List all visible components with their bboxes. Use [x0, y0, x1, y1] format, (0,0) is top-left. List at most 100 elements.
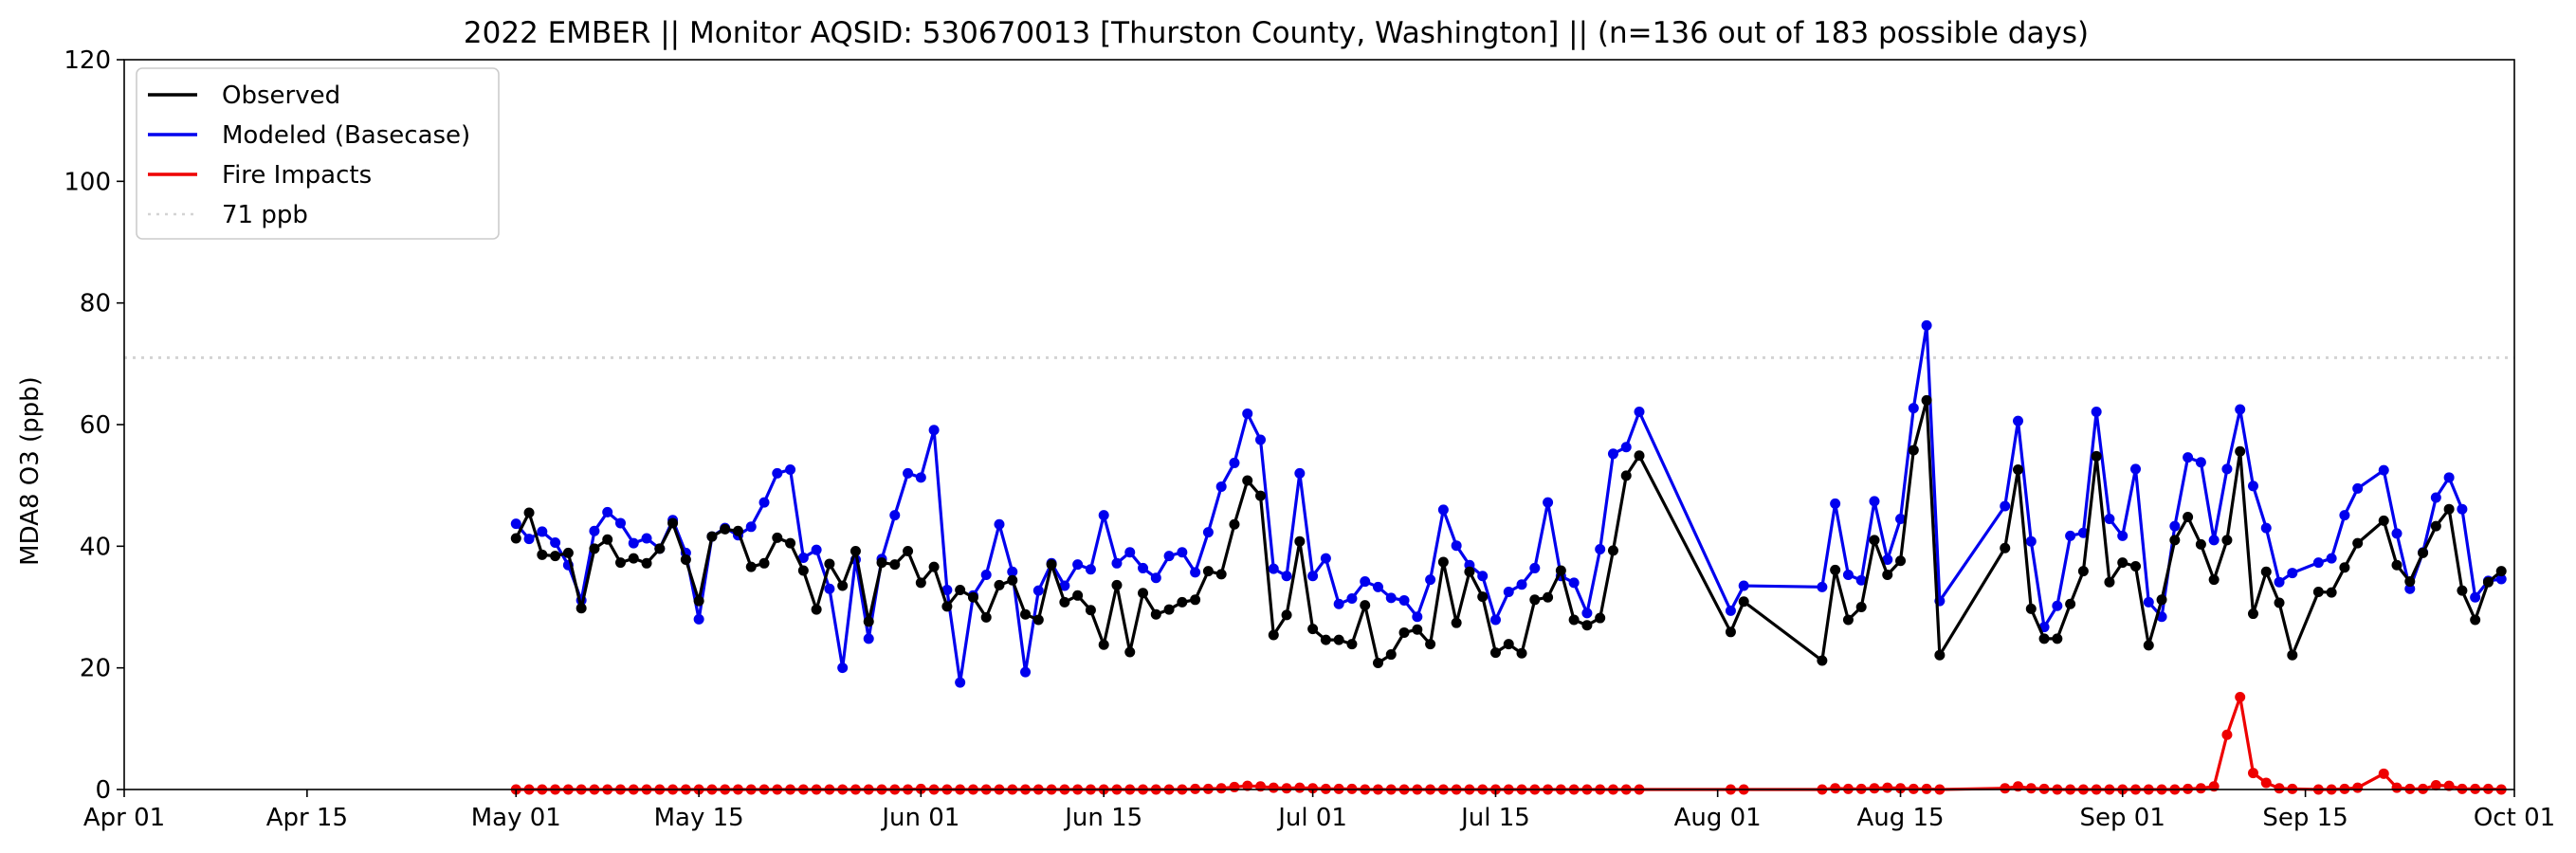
- data-point: [1895, 513, 1907, 524]
- series-line: [514, 398, 2503, 665]
- data-point: [1177, 596, 1188, 608]
- y-tick-label: 100: [64, 168, 111, 196]
- legend-label: Modeled (Basecase): [222, 121, 470, 150]
- data-point: [915, 472, 926, 483]
- data-point: [2195, 538, 2206, 550]
- data-point: [1529, 594, 1541, 606]
- data-point: [1620, 442, 1632, 453]
- data-point: [1908, 403, 1919, 414]
- data-point: [2247, 608, 2258, 620]
- data-point: [1855, 574, 1867, 586]
- data-point: [1085, 605, 1096, 616]
- data-point: [1634, 450, 1645, 462]
- data-point: [1555, 565, 1566, 576]
- data-point: [2000, 783, 2011, 794]
- data-point: [1398, 626, 1410, 638]
- data-point: [1177, 547, 1188, 558]
- data-point: [2025, 783, 2037, 794]
- data-point: [2391, 528, 2402, 539]
- data-point: [2130, 463, 2141, 475]
- legend-label: Observed: [222, 82, 340, 110]
- data-point: [1085, 564, 1096, 575]
- data-point: [980, 569, 992, 580]
- data-point: [1072, 559, 1084, 571]
- legend-label: Fire Impacts: [222, 161, 372, 190]
- data-point: [889, 559, 901, 571]
- data-point: [1046, 559, 1057, 571]
- data-point: [2418, 547, 2429, 558]
- data-point: [2195, 457, 2206, 468]
- data-point: [1333, 598, 1344, 609]
- data-point: [837, 580, 849, 591]
- legend: Observed Modeled (Basecase) Fire Impacts 71…: [136, 67, 500, 240]
- data-point: [1921, 394, 1932, 406]
- data-point: [2404, 583, 2416, 594]
- x-tick-label: Aug 01: [1674, 804, 1762, 832]
- data-point: [550, 536, 561, 548]
- data-point: [1882, 554, 1893, 565]
- data-point: [1725, 605, 1736, 616]
- data-point: [1830, 498, 1841, 509]
- data-point: [2091, 450, 2102, 462]
- data-point: [2000, 542, 2011, 554]
- data-point: [1425, 574, 1436, 586]
- data-point: [797, 553, 809, 564]
- data-point: [811, 604, 822, 615]
- data-point: [824, 583, 835, 594]
- data-point: [2104, 576, 2115, 588]
- data-point: [1425, 639, 1436, 650]
- data-point: [1842, 614, 1854, 626]
- data-point: [2183, 452, 2194, 463]
- y-tick-label: 20: [80, 655, 111, 683]
- data-point: [654, 543, 666, 554]
- y-axis-title: MDA8 O3 (ppb): [16, 376, 45, 566]
- data-point: [1738, 580, 1749, 591]
- data-point: [1281, 783, 1292, 794]
- data-point: [2065, 530, 2076, 541]
- series-line: [515, 323, 2502, 684]
- data-point: [2221, 463, 2233, 475]
- data-point: [955, 585, 966, 596]
- data-point: [1268, 563, 1279, 574]
- data-point: [2391, 559, 2402, 571]
- data-point: [2235, 691, 2246, 702]
- data-point: [1437, 504, 1449, 516]
- data-point: [2000, 500, 2011, 512]
- data-point: [1503, 639, 1514, 650]
- data-point: [2443, 503, 2455, 515]
- data-point: [575, 603, 587, 614]
- data-point: [2156, 594, 2167, 606]
- data-point: [928, 425, 940, 436]
- x-tick-label: Jul 15: [1459, 804, 1530, 832]
- data-point: [2183, 512, 2194, 523]
- data-point: [1516, 579, 1527, 590]
- data-point: [720, 523, 731, 535]
- data-point: [1124, 646, 1136, 658]
- data-point: [1543, 591, 1554, 603]
- y-tick-label: 80: [80, 290, 111, 318]
- data-point: [1372, 658, 1383, 669]
- data-point: [1255, 490, 1267, 501]
- data-point: [1098, 510, 1109, 521]
- data-point: [1489, 647, 1501, 659]
- data-point: [980, 611, 992, 623]
- data-point: [602, 506, 613, 517]
- data-point: [1346, 639, 1358, 650]
- data-point: [510, 533, 521, 544]
- data-point: [1385, 592, 1397, 604]
- data-point: [706, 531, 718, 542]
- data-point: [1294, 535, 1306, 547]
- data-point: [1138, 588, 1149, 599]
- data-point: [1072, 590, 1084, 601]
- data-point: [1895, 783, 1907, 794]
- data-point: [1398, 594, 1410, 606]
- data-point: [602, 534, 613, 545]
- data-point: [889, 510, 901, 521]
- data-point: [2169, 535, 2181, 546]
- data-point: [2339, 562, 2350, 573]
- data-point: [693, 595, 704, 607]
- data-point: [2312, 586, 2324, 597]
- data-point: [1202, 566, 1214, 577]
